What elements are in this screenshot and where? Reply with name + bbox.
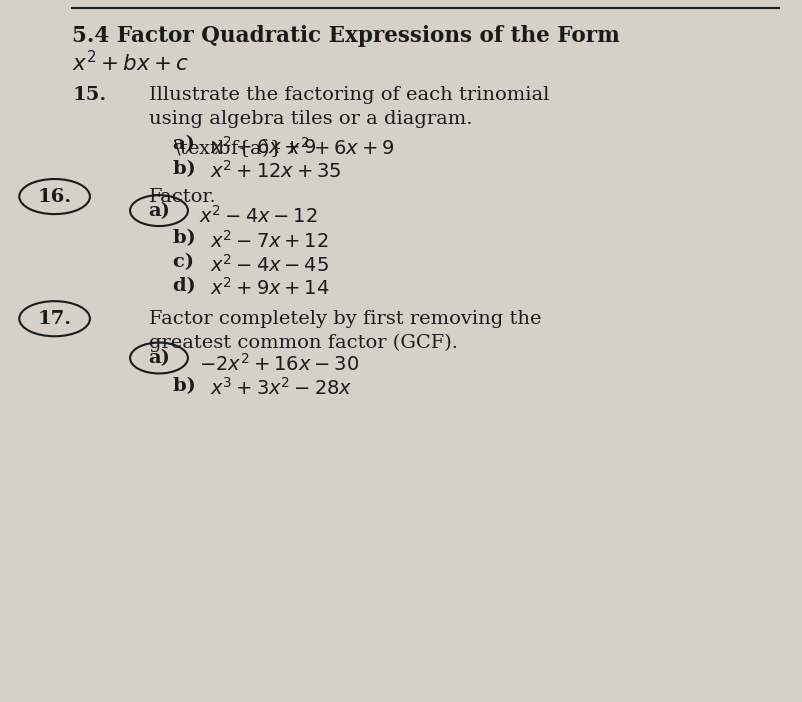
Text: $x^2 - 4x - 45$: $x^2 - 4x - 45$ bbox=[210, 253, 329, 275]
Text: Factor completely by first removing the: Factor completely by first removing the bbox=[148, 310, 541, 329]
Text: $x^2 - 7x + 12$: $x^2 - 7x + 12$ bbox=[210, 230, 329, 251]
Text: 17.: 17. bbox=[38, 310, 71, 328]
Text: \textbf{a)} $x^2 + 6x + 9$: \textbf{a)} $x^2 + 6x + 9$ bbox=[172, 135, 393, 160]
Text: greatest common factor (GCF).: greatest common factor (GCF). bbox=[148, 334, 457, 352]
Text: $x^2 + 6x + 9$: $x^2 + 6x + 9$ bbox=[210, 135, 317, 157]
Text: 16.: 16. bbox=[38, 187, 71, 206]
Text: 5.4 Factor Quadratic Expressions of the Form: 5.4 Factor Quadratic Expressions of the … bbox=[72, 25, 619, 46]
Text: 15.: 15. bbox=[72, 86, 107, 104]
Text: $x^3 + 3x^2 - 28x$: $x^3 + 3x^2 - 28x$ bbox=[210, 377, 353, 399]
Text: a): a) bbox=[172, 135, 201, 154]
Text: $x^2 + bx + c$: $x^2 + bx + c$ bbox=[72, 51, 189, 76]
Text: d): d) bbox=[172, 277, 202, 296]
Text: using algebra tiles or a diagram.: using algebra tiles or a diagram. bbox=[148, 110, 472, 128]
Text: Factor.: Factor. bbox=[148, 188, 216, 206]
Text: Illustrate the factoring of each trinomial: Illustrate the factoring of each trinomi… bbox=[148, 86, 549, 104]
Text: b): b) bbox=[172, 160, 202, 178]
Text: a): a) bbox=[148, 201, 170, 220]
Text: b): b) bbox=[172, 230, 202, 248]
Text: a): a) bbox=[148, 349, 170, 367]
Text: b): b) bbox=[172, 377, 202, 395]
Text: c): c) bbox=[172, 253, 200, 272]
Text: $x^2 + 12x + 35$: $x^2 + 12x + 35$ bbox=[210, 160, 342, 182]
Text: $x^2 + 9x + 14$: $x^2 + 9x + 14$ bbox=[210, 277, 330, 299]
Text: $-2x^2 + 16x - 30$: $-2x^2 + 16x - 30$ bbox=[199, 352, 358, 374]
Text: $x^2 - 4x - 12$: $x^2 - 4x - 12$ bbox=[199, 205, 318, 227]
